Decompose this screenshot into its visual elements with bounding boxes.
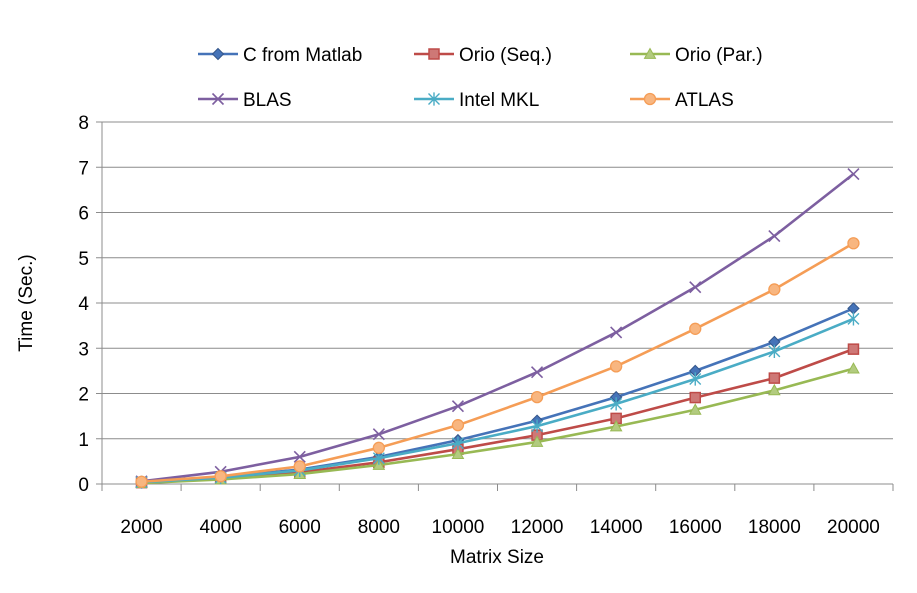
data-point-circle <box>847 237 860 250</box>
data-point-circle <box>293 460 306 473</box>
x-tick-label: 10000 <box>432 517 485 538</box>
gridlines <box>102 121 893 440</box>
series-lines <box>135 167 860 489</box>
x-tick-label: 6000 <box>279 517 321 538</box>
legend-label: Orio (Par.) <box>675 45 763 66</box>
legend-item: C from Matlab <box>198 45 362 66</box>
data-point-circle <box>372 441 386 454</box>
data-point-x <box>768 229 781 243</box>
data-point-x <box>451 400 465 413</box>
data-point-x <box>211 92 225 106</box>
legend-label: C from Matlab <box>243 45 362 66</box>
x-tick-label: 12000 <box>511 517 564 538</box>
y-tick-label: 7 <box>78 158 89 179</box>
data-point-x <box>610 326 623 339</box>
series-orio-par <box>135 362 860 488</box>
data-point-x <box>847 167 860 181</box>
y-tick-label: 5 <box>78 249 89 270</box>
data-point-triangle <box>609 420 623 432</box>
data-point-circle <box>530 390 544 404</box>
x-tick-label: 16000 <box>669 517 722 538</box>
legend-label: Intel MKL <box>459 90 539 111</box>
series-line <box>141 347 854 484</box>
data-point-triangle <box>643 47 657 59</box>
series-line <box>141 367 854 485</box>
data-point-circle <box>768 283 781 296</box>
data-point-square <box>689 391 701 404</box>
legend-item: Orio (Seq.) <box>414 45 552 66</box>
y-tick-label: 2 <box>78 385 89 406</box>
data-point-diamond <box>211 47 225 61</box>
series-atlas <box>135 237 860 488</box>
data-point-square <box>428 48 440 60</box>
data-point-circle <box>214 470 227 483</box>
data-point-star <box>451 436 464 450</box>
y-axis-title: Time (Sec.) <box>16 254 37 351</box>
data-point-triangle <box>768 383 781 396</box>
y-tick-label: 4 <box>78 294 89 315</box>
data-point-x <box>530 366 544 379</box>
x-tick-label: 4000 <box>200 517 242 538</box>
series-line <box>141 317 854 484</box>
series-line <box>141 173 855 483</box>
series-intel-mkl <box>135 312 860 489</box>
axes: 0 1 2 3 4 5 6 7 8 2000 4000 6000 8000 10000 12000 14000… <box>78 113 894 538</box>
series-line <box>141 307 854 484</box>
series-line <box>141 242 855 484</box>
data-point-square <box>847 343 860 355</box>
data-point-square <box>768 372 781 384</box>
x-tick-label: 2000 <box>120 517 162 538</box>
legend: C from Matlab Orio (Seq.) Orio (Par.) BLAS I… <box>198 45 763 111</box>
data-point-triangle <box>530 435 544 447</box>
legend-label: Orio (Seq.) <box>459 45 552 66</box>
legend-item: Intel MKL <box>414 90 539 111</box>
data-point-circle <box>643 92 657 106</box>
y-tick-label: 0 <box>78 475 89 496</box>
data-point-x <box>293 450 306 463</box>
legend-item: ATLAS <box>630 90 734 111</box>
x-tick-label: 20000 <box>827 517 880 538</box>
data-point-x <box>689 281 702 294</box>
data-point-circle <box>135 475 148 488</box>
data-point-triangle <box>451 447 465 460</box>
data-point-star <box>610 397 623 411</box>
x-tick-label: 14000 <box>590 517 643 538</box>
y-tick-label: 1 <box>78 430 89 451</box>
data-point-triangle <box>847 362 860 374</box>
x-tick-label: 18000 <box>748 517 801 538</box>
data-point-star <box>768 344 781 359</box>
legend-label: ATLAS <box>675 90 734 111</box>
data-point-star <box>428 92 440 106</box>
data-point-star <box>847 312 860 326</box>
x-tick-label: 8000 <box>358 517 400 538</box>
data-point-star <box>689 372 702 386</box>
data-point-circle <box>451 419 465 432</box>
y-tick-label: 3 <box>78 339 89 360</box>
legend-label: BLAS <box>243 90 292 111</box>
data-point-star <box>531 419 544 433</box>
data-point-x <box>372 428 385 441</box>
series-blas <box>135 167 860 488</box>
y-tick-label: 8 <box>78 113 89 134</box>
data-point-circle <box>689 322 702 335</box>
data-point-circle <box>610 360 623 373</box>
y-tick-label: 6 <box>78 204 89 225</box>
x-axis-title: Matrix Size <box>450 547 544 568</box>
legend-item: BLAS <box>198 90 292 111</box>
legend-item: Orio (Par.) <box>630 45 763 66</box>
data-point-triangle <box>688 403 702 415</box>
